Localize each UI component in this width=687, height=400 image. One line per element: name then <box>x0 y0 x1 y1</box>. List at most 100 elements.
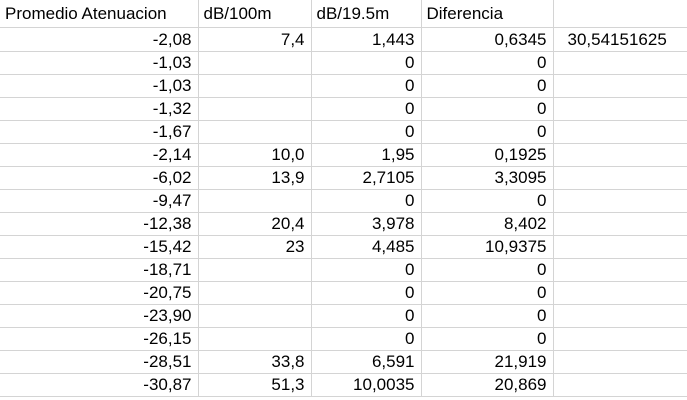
table-row: -20,75 0 0 <box>0 281 687 305</box>
table-row: -23,90 0 0 <box>0 304 687 328</box>
cell-db-19-5m[interactable]: 0 <box>311 189 422 213</box>
cell-extra[interactable] <box>553 120 687 144</box>
cell-db-100m[interactable] <box>198 281 312 305</box>
cell-diferencia[interactable]: 0 <box>421 258 554 282</box>
cell-diferencia[interactable]: 0 <box>421 304 554 328</box>
cell-promedio[interactable]: -12,38 <box>0 212 199 236</box>
cell-extra[interactable] <box>553 143 687 167</box>
cell-diferencia[interactable]: 3,3095 <box>421 166 554 190</box>
cell-promedio[interactable]: -1,03 <box>0 51 199 75</box>
cell-diferencia[interactable]: 0 <box>421 97 554 121</box>
cell-db-100m[interactable]: 13,9 <box>198 166 312 190</box>
cell-diferencia[interactable]: 0,6345 <box>421 27 554 52</box>
cell-promedio[interactable]: -2,14 <box>0 143 199 167</box>
cell-db-19-5m[interactable]: 0 <box>311 120 422 144</box>
cell-db-100m[interactable]: 23 <box>198 235 312 259</box>
table-row: -1,32 0 0 <box>0 97 687 121</box>
cell-promedio[interactable]: -9,47 <box>0 189 199 213</box>
cell-promedio[interactable]: -28,51 <box>0 350 199 374</box>
cell-promedio[interactable]: -1,32 <box>0 97 199 121</box>
cell-promedio[interactable]: -2,08 <box>0 27 199 52</box>
cell-diferencia[interactable]: 10,9375 <box>421 235 554 259</box>
table-row: -9,47 0 0 <box>0 189 687 213</box>
cell-promedio[interactable]: -20,75 <box>0 281 199 305</box>
cell-db-19-5m[interactable]: 4,485 <box>311 235 422 259</box>
cell-diferencia[interactable]: 0 <box>421 189 554 213</box>
cell-db-100m[interactable] <box>198 189 312 213</box>
cell-db-100m[interactable]: 7,4 <box>198 27 312 52</box>
cell-db-19-5m[interactable]: 1,443 <box>311 27 422 52</box>
cell-extra[interactable] <box>553 51 687 75</box>
cell-diferencia[interactable]: 0 <box>421 281 554 305</box>
cell-db-19-5m[interactable]: 0 <box>311 74 422 98</box>
cell-db-100m[interactable] <box>198 258 312 282</box>
cell-diferencia[interactable]: 21,919 <box>421 350 554 374</box>
cell-db-19-5m[interactable]: 0 <box>311 327 422 351</box>
cell-db-19-5m[interactable]: 0 <box>311 304 422 328</box>
cell-promedio[interactable]: -23,90 <box>0 304 199 328</box>
table-row: -6,02 13,9 2,7105 3,3095 <box>0 166 687 190</box>
cell-extra[interactable] <box>553 97 687 121</box>
cell-promedio[interactable]: -18,71 <box>0 258 199 282</box>
cell-extra[interactable] <box>553 350 687 374</box>
cell-diferencia[interactable]: 0 <box>421 51 554 75</box>
cell-db-19-5m[interactable]: 0 <box>311 51 422 75</box>
cell-promedio[interactable]: -1,67 <box>0 120 199 144</box>
cell-diferencia[interactable]: 0 <box>421 120 554 144</box>
cell-db-100m[interactable]: 20,4 <box>198 212 312 236</box>
table-row: -12,38 20,4 3,978 8,402 <box>0 212 687 236</box>
cell-db-100m[interactable]: 51,3 <box>198 373 312 397</box>
cell-db-19-5m[interactable]: 6,591 <box>311 350 422 374</box>
cell-extra[interactable] <box>553 281 687 305</box>
cell-db-19-5m[interactable]: 0 <box>311 258 422 282</box>
cell-extra[interactable] <box>553 373 687 397</box>
cell-db-19-5m[interactable]: 3,978 <box>311 212 422 236</box>
header-row: Promedio Atenuacion dB/100m dB/19.5m Dif… <box>0 0 687 28</box>
cell-db-19-5m[interactable]: 2,7105 <box>311 166 422 190</box>
cell-db-19-5m[interactable]: 0 <box>311 281 422 305</box>
cell-db-100m[interactable] <box>198 97 312 121</box>
table-row: -30,87 51,3 10,0035 20,869 <box>0 373 687 397</box>
table-row: -26,15 0 0 <box>0 327 687 351</box>
cell-db-100m[interactable] <box>198 327 312 351</box>
cell-db-100m[interactable]: 33,8 <box>198 350 312 374</box>
cell-extra[interactable] <box>553 212 687 236</box>
cell-db-19-5m[interactable]: 0 <box>311 97 422 121</box>
header-cell-empty[interactable] <box>553 0 687 28</box>
header-cell-db-19-5m[interactable]: dB/19.5m <box>311 0 422 28</box>
cell-extra[interactable] <box>553 304 687 328</box>
table-row: -28,51 33,8 6,591 21,919 <box>0 350 687 374</box>
cell-diferencia[interactable]: 0 <box>421 327 554 351</box>
cell-extra[interactable] <box>553 327 687 351</box>
cell-extra[interactable]: 30,54151625 <box>553 27 687 52</box>
table-row: -1,03 0 0 <box>0 74 687 98</box>
cell-promedio[interactable]: -1,03 <box>0 74 199 98</box>
cell-db-100m[interactable] <box>198 74 312 98</box>
cell-extra[interactable] <box>553 235 687 259</box>
cell-db-100m[interactable] <box>198 120 312 144</box>
cell-db-100m[interactable]: 10,0 <box>198 143 312 167</box>
table-row: -18,71 0 0 <box>0 258 687 282</box>
table-row: -15,42 23 4,485 10,9375 <box>0 235 687 259</box>
cell-promedio[interactable]: -15,42 <box>0 235 199 259</box>
cell-diferencia[interactable]: 8,402 <box>421 212 554 236</box>
header-cell-db-100m[interactable]: dB/100m <box>198 0 312 28</box>
cell-db-19-5m[interactable]: 1,95 <box>311 143 422 167</box>
cell-db-100m[interactable] <box>198 304 312 328</box>
cell-promedio[interactable]: -6,02 <box>0 166 199 190</box>
cell-extra[interactable] <box>553 74 687 98</box>
cell-extra[interactable] <box>553 258 687 282</box>
cell-extra[interactable] <box>553 189 687 213</box>
cell-diferencia[interactable]: 20,869 <box>421 373 554 397</box>
cell-db-100m[interactable] <box>198 51 312 75</box>
header-cell-promedio-atenuacion[interactable]: Promedio Atenuacion <box>0 0 199 28</box>
header-cell-diferencia[interactable]: Diferencia <box>421 0 554 28</box>
cell-promedio[interactable]: -30,87 <box>0 373 199 397</box>
cell-extra[interactable] <box>553 166 687 190</box>
cell-promedio[interactable]: -26,15 <box>0 327 199 351</box>
cell-diferencia[interactable]: 0 <box>421 74 554 98</box>
cell-diferencia[interactable]: 0,1925 <box>421 143 554 167</box>
cell-db-19-5m[interactable]: 10,0035 <box>311 373 422 397</box>
